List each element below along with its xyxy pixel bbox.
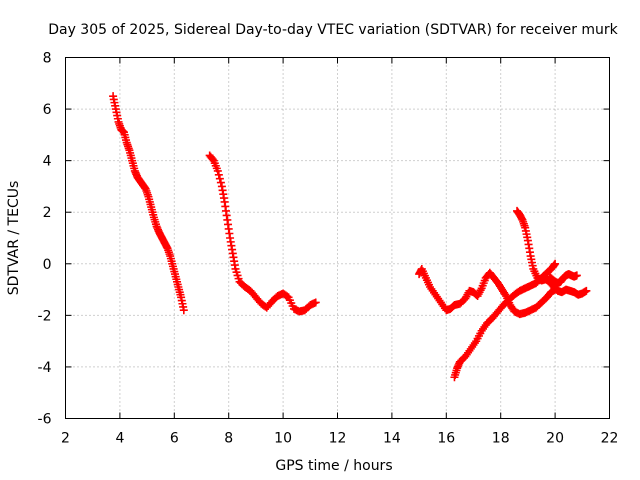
y-tick-label: 4 bbox=[43, 154, 52, 170]
grid bbox=[65, 57, 610, 419]
y-tick-label: 2 bbox=[43, 205, 52, 221]
x-tick-label: 18 bbox=[492, 431, 510, 447]
data-point bbox=[214, 170, 223, 179]
chart-title: Day 305 of 2025, Sidereal Day-to-day VTE… bbox=[48, 22, 618, 38]
y-tick-label: 8 bbox=[43, 51, 52, 67]
y-axis-label: SDTVAR / TECUs bbox=[6, 181, 22, 296]
x-tick-label: 8 bbox=[224, 431, 233, 447]
data-point bbox=[572, 271, 581, 280]
y-tick-label: 6 bbox=[43, 102, 52, 118]
series-arc6 bbox=[545, 270, 581, 288]
x-axis: 2 4 6 8 10 12 14 16 18 20 22 bbox=[61, 57, 619, 447]
series-arc1 bbox=[109, 92, 188, 315]
plot-frame bbox=[65, 57, 610, 419]
x-tick-label: 22 bbox=[601, 431, 619, 447]
data-point bbox=[213, 166, 222, 175]
y-tick-label: -6 bbox=[38, 412, 52, 428]
y-axis: -6 -4 -2 0 2 4 6 8 bbox=[38, 51, 610, 428]
x-tick-label: 6 bbox=[170, 431, 179, 447]
x-tick-label: 12 bbox=[329, 431, 347, 447]
x-tick-label: 16 bbox=[437, 431, 455, 447]
x-tick-label: 2 bbox=[61, 431, 70, 447]
x-tick-label: 4 bbox=[115, 431, 124, 447]
data-points bbox=[109, 92, 591, 382]
data-point bbox=[179, 306, 188, 315]
data-point bbox=[551, 259, 560, 268]
data-point bbox=[582, 286, 591, 295]
data-point bbox=[311, 298, 320, 307]
series-arc2 bbox=[205, 151, 320, 316]
x-tick-label: 10 bbox=[274, 431, 292, 447]
series-arc3 bbox=[415, 264, 560, 319]
data-point bbox=[216, 178, 225, 187]
x-tick-label: 20 bbox=[546, 431, 564, 447]
y-tick-label: 0 bbox=[43, 257, 52, 273]
series-arc4 bbox=[450, 259, 560, 382]
y-tick-label: -4 bbox=[38, 360, 52, 376]
x-axis-label: GPS time / hours bbox=[275, 458, 392, 474]
x-tick-label: 14 bbox=[383, 431, 401, 447]
series-arc5 bbox=[513, 206, 591, 299]
data-point bbox=[215, 174, 224, 183]
y-tick-label: -2 bbox=[38, 308, 52, 324]
